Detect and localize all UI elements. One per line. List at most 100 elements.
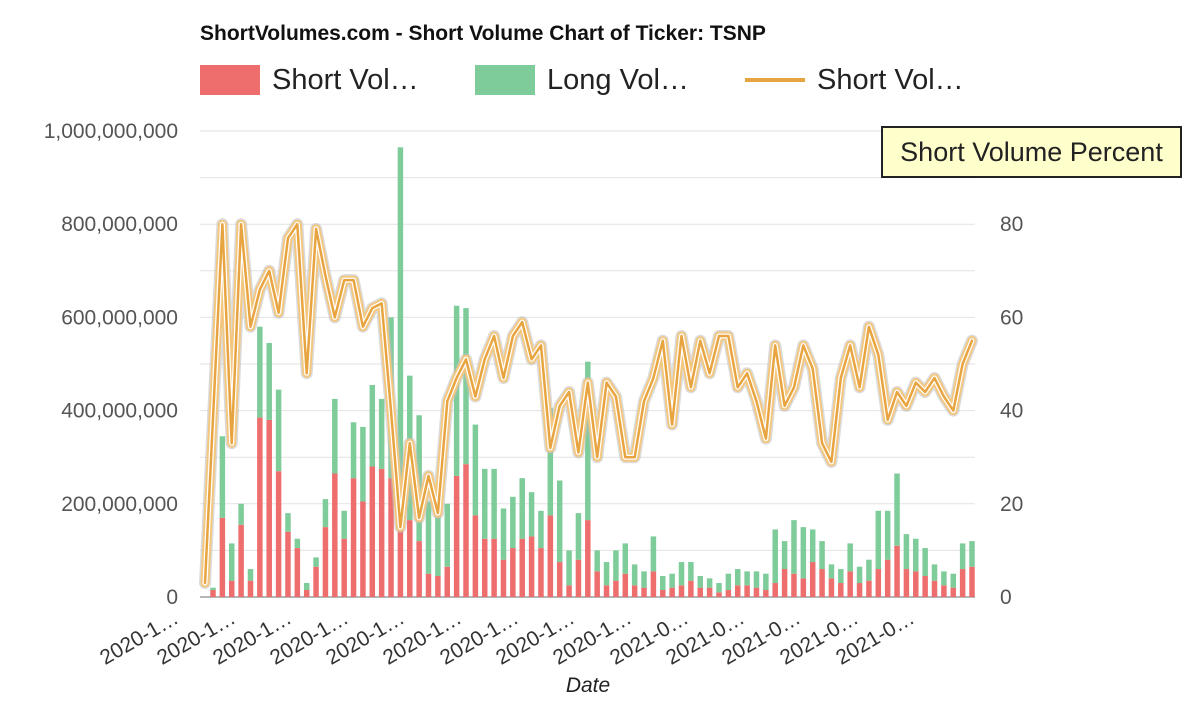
short-volume-bar[interactable] — [603, 585, 610, 597]
long-volume-bar[interactable] — [435, 503, 441, 577]
long-volume-bar[interactable] — [210, 587, 216, 591]
short-volume-bar[interactable] — [388, 478, 394, 597]
long-volume-bar[interactable] — [866, 559, 872, 581]
long-volume-bar[interactable] — [622, 543, 629, 574]
long-volume-bar[interactable] — [725, 573, 732, 591]
long-volume-bar[interactable] — [303, 583, 310, 591]
short-volume-bar[interactable] — [594, 571, 600, 597]
long-volume-bar[interactable] — [847, 543, 853, 572]
long-volume-bar[interactable] — [959, 543, 966, 570]
legend-item-short-volume[interactable]: Short Vol… — [200, 58, 419, 102]
long-volume-bar[interactable] — [781, 541, 788, 570]
long-volume-bar[interactable] — [913, 538, 919, 572]
long-volume-bar[interactable] — [547, 408, 554, 516]
short-volume-bar[interactable] — [800, 578, 807, 597]
short-volume-bar[interactable] — [969, 566, 975, 597]
long-volume-bar[interactable] — [322, 499, 329, 528]
long-volume-bar[interactable] — [763, 573, 769, 591]
long-volume-bar[interactable] — [828, 564, 835, 579]
long-volume-bar[interactable] — [341, 510, 347, 539]
long-volume-bar[interactable] — [463, 308, 469, 465]
short-volume-bar[interactable] — [275, 471, 282, 597]
short-volume-bar[interactable] — [753, 587, 760, 597]
short-volume-bar[interactable] — [416, 541, 422, 597]
short-volume-bar[interactable] — [847, 571, 853, 597]
short-volume-bar[interactable] — [631, 585, 638, 597]
short-volume-bar[interactable] — [510, 548, 516, 597]
long-volume-bar[interactable] — [360, 426, 366, 502]
short-volume-bar[interactable] — [360, 501, 366, 597]
short-volume-bar[interactable] — [884, 559, 891, 597]
short-volume-bar[interactable] — [481, 538, 488, 597]
long-volume-bar[interactable] — [894, 473, 900, 546]
long-volume-bar[interactable] — [566, 550, 572, 586]
short-volume-bar[interactable] — [556, 562, 563, 597]
short-volume-bar[interactable] — [950, 587, 957, 597]
long-volume-bar[interactable] — [519, 478, 525, 539]
long-volume-bar[interactable] — [397, 147, 404, 530]
short-volume-bar[interactable] — [716, 592, 722, 597]
short-volume-bar[interactable] — [688, 580, 694, 597]
long-volume-bar[interactable] — [378, 398, 385, 469]
short-volume-bar[interactable] — [772, 583, 778, 597]
long-volume-bar[interactable] — [631, 564, 638, 586]
legend-item-short-volume-percent[interactable]: Short Vol… — [745, 58, 964, 102]
short-volume-bar[interactable] — [378, 468, 385, 597]
short-volume-bar[interactable] — [238, 524, 244, 597]
short-volume-bar[interactable] — [660, 590, 666, 597]
short-volume-bar[interactable] — [706, 587, 713, 597]
long-volume-bar[interactable] — [688, 562, 694, 581]
long-volume-bar[interactable] — [425, 501, 432, 574]
long-volume-bar[interactable] — [941, 571, 947, 586]
short-volume-bar[interactable] — [341, 538, 347, 597]
short-volume-bar[interactable] — [547, 515, 554, 597]
short-volume-bar[interactable] — [322, 527, 329, 597]
long-volume-bar[interactable] — [369, 384, 376, 467]
long-volume-bar[interactable] — [706, 578, 713, 588]
short-volume-bar[interactable] — [669, 587, 675, 597]
short-volume-bar[interactable] — [838, 583, 844, 597]
long-volume-bar[interactable] — [228, 543, 235, 581]
long-volume-bar[interactable] — [791, 520, 797, 574]
short-volume-bar[interactable] — [435, 576, 441, 597]
long-volume-bar[interactable] — [650, 536, 657, 572]
short-volume-bar[interactable] — [781, 569, 788, 597]
short-volume-bar[interactable] — [791, 573, 797, 597]
long-volume-bar[interactable] — [950, 573, 957, 588]
long-volume-bar[interactable] — [875, 510, 882, 570]
short-volume-bar[interactable] — [266, 419, 272, 597]
long-volume-bar[interactable] — [838, 569, 844, 584]
long-volume-bar[interactable] — [313, 557, 319, 567]
short-volume-bar[interactable] — [228, 580, 235, 597]
short-volume-bar[interactable] — [491, 538, 497, 597]
long-volume-bar[interactable] — [585, 361, 591, 521]
long-volume-bar[interactable] — [350, 422, 357, 479]
long-volume-bar[interactable] — [556, 480, 563, 563]
short-volume-bar[interactable] — [538, 548, 544, 597]
long-volume-bar[interactable] — [753, 571, 760, 588]
short-volume-bar[interactable] — [519, 538, 525, 597]
short-volume-bar[interactable] — [585, 520, 591, 597]
short-volume-percent-line[interactable] — [203, 222, 974, 585]
short-volume-bar[interactable] — [819, 569, 825, 597]
long-volume-bar[interactable] — [266, 343, 272, 420]
long-volume-bar[interactable] — [922, 548, 928, 577]
short-volume-bar[interactable] — [913, 571, 919, 597]
long-volume-bar[interactable] — [603, 562, 610, 586]
long-volume-bar[interactable] — [575, 513, 582, 560]
long-volume-bar[interactable] — [247, 569, 254, 581]
long-volume-bar[interactable] — [819, 541, 825, 570]
short-volume-bar[interactable] — [285, 531, 291, 597]
short-volume-bar[interactable] — [725, 590, 732, 597]
short-volume-bar[interactable] — [528, 536, 535, 597]
long-volume-bar[interactable] — [238, 503, 244, 525]
legend-item-long-volume[interactable]: Long Vol… — [475, 58, 689, 102]
short-volume-bar[interactable] — [866, 580, 872, 597]
long-volume-bar[interactable] — [491, 468, 497, 539]
long-volume-bar[interactable] — [716, 583, 722, 593]
short-volume-bar[interactable] — [210, 590, 216, 597]
short-volume-bar[interactable] — [856, 583, 863, 597]
long-volume-bar[interactable] — [856, 566, 863, 584]
short-volume-bar[interactable] — [425, 573, 432, 597]
short-volume-bar[interactable] — [294, 548, 301, 597]
